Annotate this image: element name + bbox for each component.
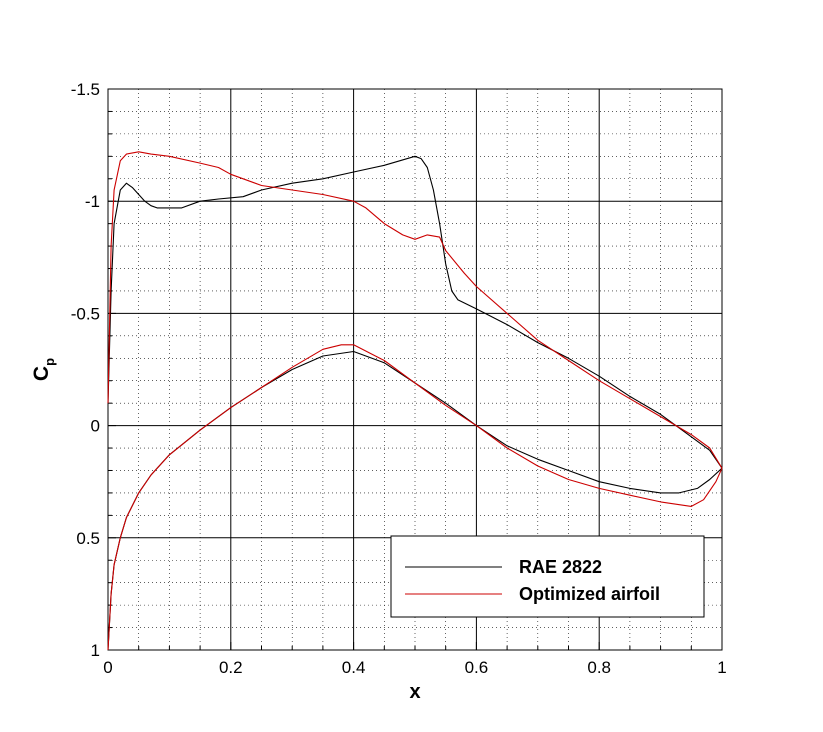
x-tick-label: 1 [717,658,726,677]
x-tick-label: 0 [103,658,112,677]
y-tick-label: -1 [85,192,100,211]
legend-box [390,535,705,618]
series-line-optimized-lower [107,344,723,651]
y-axis-title-main: C [30,366,53,381]
minor-grid [108,89,722,650]
x-tick-label: 0.8 [587,658,611,677]
y-axis-title: Cp [30,358,57,381]
y-tick-label: 0.5 [76,529,100,548]
x-axis-title: x [409,681,420,703]
legend-label-rae2822: RAE 2822 [519,557,602,577]
tick-labels: 0 0.2 0.4 0.6 0.8 1 -1.5 -1 -0.5 0 0.5 1 [71,80,727,677]
y-tick-label: -1.5 [71,80,100,99]
x-tick-label: 0.2 [219,658,243,677]
series-line-optimized-upper [107,151,723,469]
legend-label-optimized: Optimized airfoil [519,584,660,604]
series-line-rae2822-upper [107,155,723,469]
y-tick-label: 1 [91,641,100,660]
legend: RAE 2822 Optimized airfoil [390,535,705,618]
y-axis-title-subscript: p [42,358,57,366]
y-tick-label: -0.5 [71,304,100,323]
x-tick-label: 0.6 [465,658,489,677]
series-lines [107,151,723,651]
x-tick-label: 0.4 [342,658,366,677]
y-tick-label: 0 [91,417,100,436]
